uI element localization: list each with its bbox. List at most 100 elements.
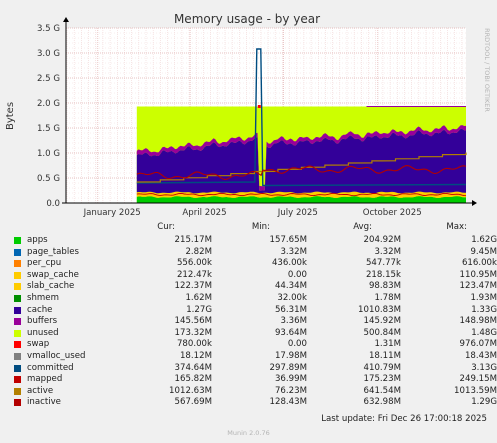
legend-avg: 1.31M <box>374 339 401 350</box>
legend-max: 1.93M <box>470 293 497 303</box>
legend-label: apps <box>27 235 48 245</box>
legend-swatch <box>14 283 21 291</box>
legend-swatch <box>14 318 21 326</box>
legend-cur: 173.32M <box>174 327 212 338</box>
y-axis-arrow <box>63 17 69 22</box>
legend-swatch <box>14 376 21 384</box>
legend-label: buffers <box>27 316 58 327</box>
legend-row-unused: unused 173.32M 93.64M 500.84M 1.48G <box>14 327 497 339</box>
legend-cur: 165.82M <box>174 374 212 385</box>
legend-label: inactive <box>27 397 61 408</box>
y-tick-label: 1.5 G <box>37 124 60 134</box>
legend-swatch <box>14 295 21 302</box>
legend-avg: 204.92M <box>363 235 401 245</box>
legend-row-page-tables: page_tables 2.82M 3.32M 3.32M 9.45M <box>14 246 497 258</box>
chart-title: Memory usage - by year <box>174 12 320 26</box>
legend-label: page_tables <box>27 246 80 257</box>
legend-label: per_cpu <box>27 258 62 269</box>
legend-swatch <box>14 387 21 395</box>
legend-swatch <box>14 353 21 360</box>
x-tick-label: October 2025 <box>363 208 422 218</box>
legend-label: mapped <box>27 374 63 385</box>
y-axis-label: Bytes <box>5 102 16 130</box>
legend-label: vmalloc_used <box>27 351 86 361</box>
legend-avg: 3.32M <box>374 246 401 257</box>
y-tick-label: 1.0 G <box>37 149 60 159</box>
legend-row-mapped: mapped 165.82M 36.99M 175.23M 249.15M <box>14 374 497 385</box>
mapped-line <box>136 192 467 197</box>
y-tick-label: 2.0 G <box>37 99 60 109</box>
buffers-area <box>136 125 467 191</box>
legend-avg: 175.23M <box>363 374 401 385</box>
legend-swatch <box>14 364 21 372</box>
legend-cur: 1.62M <box>185 293 212 303</box>
legend-avg: 632.98M <box>363 397 401 408</box>
col-header-cur: Cur: <box>157 222 175 232</box>
legend-min: 436.00k <box>271 258 307 269</box>
legend-label: unused <box>27 327 59 338</box>
legend-max: 1.29G <box>471 397 497 408</box>
legend-label: committed <box>27 362 74 373</box>
legend-min: 3.36M <box>280 316 307 327</box>
legend-label: slab_cache <box>27 281 75 292</box>
legend-min: 0.00 <box>287 269 307 280</box>
legend-cur: 215.17M <box>174 235 212 245</box>
legend-cur: 122.37M <box>174 281 212 292</box>
legend-cur: 1.27G <box>186 304 212 315</box>
legend-swatch <box>14 260 21 268</box>
legend-label: active <box>27 385 54 396</box>
legend-cur: 212.47k <box>176 269 212 280</box>
col-header-max: Max: <box>446 222 467 232</box>
legend-row-swap-cache: swap_cache 212.47k 0.00 218.15k 110.95M <box>14 269 497 281</box>
x-tick-label: January 2025 <box>83 208 141 218</box>
legend-avg: 18.11M <box>368 351 401 361</box>
legend-min: 32.00k <box>277 293 307 303</box>
legend-min: 3.32M <box>280 246 307 257</box>
legend-avg: 145.92M <box>363 316 401 327</box>
y-tick-label: 3.0 G <box>37 49 60 59</box>
legend-max: 1.62G <box>471 235 497 245</box>
legend-row-per-cpu: per_cpu 556.00k 436.00k 547.77k 616.00k <box>14 258 497 269</box>
legend-cur: 556.00k <box>176 258 212 269</box>
rrdtool-watermark: RRDTOOL / TOBI OETIKER <box>483 28 491 112</box>
legend-max: 616.00k <box>461 258 497 269</box>
legend-max: 3.13G <box>471 362 497 373</box>
legend-max: 123.47M <box>459 281 497 292</box>
axes <box>62 17 477 206</box>
col-header-avg: Avg: <box>353 222 372 232</box>
series-areas <box>136 106 467 203</box>
legend-row-slab-cache: slab_cache 122.37M 44.34M 98.83M 123.47M <box>14 281 497 292</box>
legend-avg: 98.83M <box>368 281 401 292</box>
legend-row-vmalloc-used: vmalloc_used 18.12M 17.98M 18.11M 18.43M <box>14 351 497 362</box>
legend-label: cache <box>27 304 53 315</box>
x-axis-arrow <box>472 200 477 206</box>
legend-row-cache: cache 1.27G 56.31M 1010.83M 1.33G <box>14 304 497 316</box>
legend-avg: 410.79M <box>363 362 401 373</box>
legend-swatch <box>14 341 21 349</box>
y-tick-label: 0.0 <box>46 199 60 209</box>
legend-min: 44.34M <box>274 281 307 292</box>
legend-row-apps: apps 215.17M 157.65M 204.92M 1.62G <box>14 235 497 246</box>
series-lines <box>136 48 467 197</box>
legend-swatch <box>14 399 21 407</box>
legend-swatch <box>14 329 21 337</box>
legend-label: shmem <box>27 293 59 303</box>
legend-row-buffers: buffers 145.56M 3.36M 145.92M 148.98M <box>14 316 497 327</box>
legend-max: 148.98M <box>459 316 497 327</box>
legend-max: 249.15M <box>459 374 497 385</box>
legend-min: 76.23M <box>274 385 307 396</box>
legend-swatch <box>14 306 21 314</box>
legend-max: 1.33G <box>471 304 497 315</box>
legend-min: 297.89M <box>269 362 307 373</box>
legend-cur: 780.00k <box>176 339 212 350</box>
y-tick-labels: 0.0 0.5 G 1.0 G 1.5 G 2.0 G 2.5 G 3.0 G 3.5 G <box>37 24 60 209</box>
legend-min: 128.43M <box>269 397 307 408</box>
legend-max: 110.95M <box>459 269 497 280</box>
legend-row-committed: committed 374.64M 297.89M 410.79M 3.13G <box>14 362 497 374</box>
legend-avg: 500.84M <box>363 327 401 338</box>
legend-cur: 1012.63M <box>169 385 212 396</box>
munin-version: Munin 2.0.76 <box>227 429 270 437</box>
col-header-min: Min: <box>251 222 270 232</box>
legend-max: 1013.59M <box>454 385 497 396</box>
